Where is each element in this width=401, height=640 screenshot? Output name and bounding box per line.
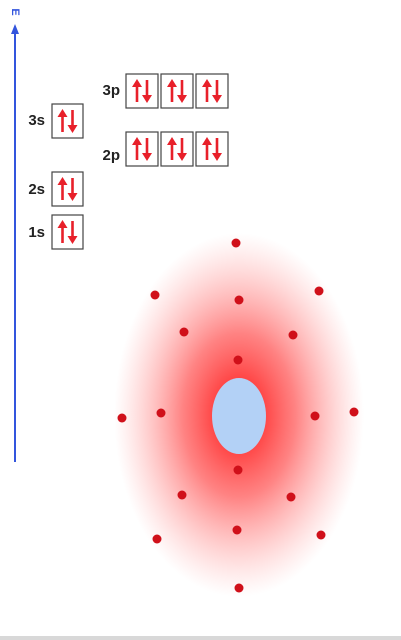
orbital-3s: 3s bbox=[28, 103, 84, 139]
orbital-label: 1s bbox=[28, 224, 45, 241]
atom-model bbox=[114, 233, 364, 597]
energy-label: E bbox=[9, 8, 21, 15]
electrons bbox=[117, 238, 359, 593]
energy-axis: E bbox=[9, 8, 21, 462]
orbital-2s: 2s bbox=[28, 171, 84, 207]
orbital-label: 2s bbox=[28, 181, 45, 198]
orbital-2p: 2p bbox=[102, 131, 229, 167]
orbital-label: 3s bbox=[28, 112, 45, 129]
orbital-label: 3p bbox=[102, 82, 120, 99]
orbital-1s: 1s bbox=[28, 214, 84, 250]
orbital-3p: 3p bbox=[102, 73, 229, 109]
orbital-label: 2p bbox=[102, 147, 120, 164]
